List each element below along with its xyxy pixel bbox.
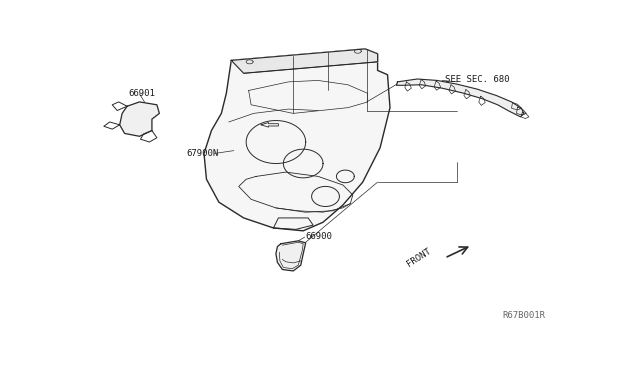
Polygon shape — [231, 49, 378, 73]
Text: 66900: 66900 — [306, 232, 333, 241]
Text: R67B001R: R67B001R — [502, 311, 545, 320]
Text: 66901: 66901 — [129, 89, 156, 98]
Polygon shape — [276, 241, 306, 271]
Text: SEE SEC. 680: SEE SEC. 680 — [445, 75, 509, 84]
Polygon shape — [120, 102, 159, 136]
Polygon shape — [396, 79, 524, 117]
Text: FRONT: FRONT — [404, 247, 432, 269]
Text: 67900N: 67900N — [187, 149, 219, 158]
Polygon shape — [204, 49, 390, 231]
